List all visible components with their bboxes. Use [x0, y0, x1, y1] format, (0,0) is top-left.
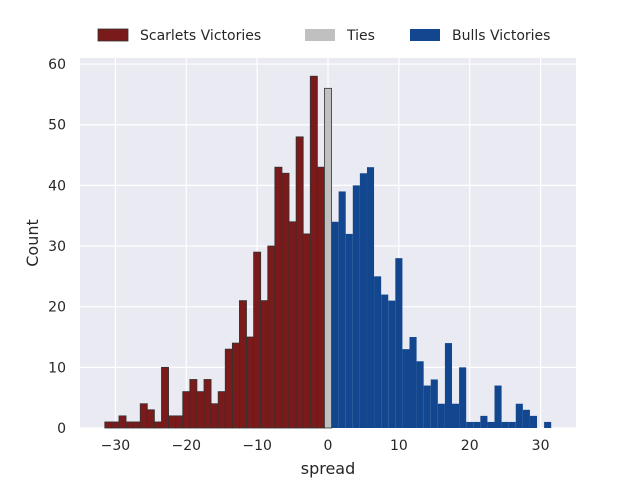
ties-bar — [324, 87, 332, 429]
x-tick-label: 0 — [324, 438, 333, 454]
bulls-victories-bar — [529, 415, 538, 428]
scarlets-victories-bar — [281, 172, 290, 429]
legend-swatch-scarlets-victories — [97, 28, 129, 42]
bulls-victories-bar — [459, 367, 467, 428]
bulls-victories-bar — [473, 421, 481, 428]
scarlets-victories-bar — [168, 415, 177, 429]
bulls-victories-bar — [338, 191, 346, 428]
scarlets-victories-bar — [118, 415, 127, 429]
bulls-victories-bar — [366, 167, 375, 428]
bulls-victories-bar — [345, 233, 353, 428]
scarlets-victories-bar — [196, 391, 205, 429]
x-tick-label: −20 — [172, 438, 202, 454]
bulls-victories-bar — [395, 258, 403, 428]
bars — [104, 75, 552, 429]
bulls-victories-bar — [452, 403, 460, 428]
bulls-victories-bar — [430, 379, 438, 428]
x-tick-label: −10 — [242, 438, 272, 454]
legend-swatch-ties — [305, 29, 335, 41]
scarlets-victories-bar — [288, 221, 297, 429]
scarlets-victories-bar — [153, 421, 162, 429]
bulls-victories-bar — [515, 403, 523, 428]
x-axis-ticks: −30 −20 −10 0 10 20 30 — [101, 438, 550, 454]
bulls-victories-bar — [423, 385, 431, 428]
bulls-victories-bar — [501, 421, 509, 428]
y-tick-label: 60 — [48, 57, 66, 73]
scarlets-victories-bar — [189, 379, 198, 429]
y-axis-label: Count — [23, 219, 42, 267]
y-axis-ticks: 0 10 20 30 40 50 60 — [48, 57, 66, 437]
legend-label-ties: Ties — [346, 28, 375, 44]
scarlets-victories-bar — [161, 366, 169, 429]
bulls-victories-bar — [388, 300, 396, 428]
y-tick-label: 30 — [48, 239, 66, 255]
x-tick-label: −30 — [101, 438, 131, 454]
y-tick-label: 0 — [57, 421, 66, 437]
scarlets-victories-bar — [175, 415, 184, 429]
scarlets-victories-bar — [260, 300, 269, 429]
scarlets-victories-bar — [239, 300, 247, 429]
scarlets-victories-bar — [316, 166, 325, 429]
bulls-victories-bar — [466, 421, 474, 428]
legend-swatch-bulls-victories — [410, 29, 440, 41]
y-tick-label: 20 — [48, 300, 66, 316]
y-tick-label: 40 — [48, 178, 66, 194]
bulls-victories-bar — [522, 409, 530, 428]
bulls-victories-bar — [480, 415, 488, 428]
scarlets-victories-bar — [139, 403, 148, 429]
bulls-victories-bar — [494, 385, 502, 428]
legend-label-scarlets-victories: Scarlets Victories — [140, 28, 261, 44]
scarlets-victories-bar — [295, 136, 304, 429]
legend: Scarlets Victories Ties Bulls Victories — [97, 28, 550, 44]
x-tick-label: 20 — [461, 438, 479, 454]
legend-label-bulls-victories: Bulls Victories — [452, 28, 550, 44]
x-tick-label: 10 — [390, 438, 408, 454]
bulls-victories-bar — [444, 343, 452, 428]
scarlets-victories-bar — [132, 421, 141, 429]
bulls-victories-bar — [409, 337, 417, 428]
scarlets-victories-bar — [224, 348, 233, 429]
y-tick-label: 10 — [48, 360, 66, 376]
bulls-victories-bar — [331, 221, 339, 428]
bulls-victories-bar — [416, 361, 424, 428]
scarlets-victories-bar — [231, 342, 240, 429]
scarlets-victories-bar — [302, 233, 311, 429]
scarlets-victories-bar — [125, 421, 134, 429]
x-axis-label: spread — [301, 459, 356, 478]
bulls-victories-bar — [487, 421, 495, 428]
scarlets-victories-bar — [146, 409, 155, 429]
bulls-victories-bar — [508, 421, 516, 428]
bulls-victories-bar — [374, 276, 382, 428]
bulls-victories-bar — [544, 421, 552, 428]
scarlets-victories-bar — [217, 391, 226, 429]
scarlets-victories-bar — [104, 421, 113, 429]
x-tick-label: 30 — [532, 438, 550, 454]
bulls-victories-bar — [381, 294, 389, 428]
scarlets-victories-bar — [111, 421, 120, 429]
scarlets-victories-bar — [274, 166, 283, 429]
bulls-victories-bar — [437, 403, 445, 428]
scarlets-victories-bar — [246, 336, 254, 429]
bulls-victories-bar — [402, 349, 410, 428]
bulls-victories-bar — [352, 185, 360, 428]
y-tick-label: 50 — [48, 118, 66, 134]
scarlets-victories-bar — [309, 75, 318, 429]
scarlets-victories-bar — [253, 251, 262, 429]
scarlets-victories-bar — [182, 391, 191, 429]
bulls-victories-bar — [359, 173, 367, 428]
scarlets-victories-bar — [210, 403, 219, 429]
scarlets-victories-bar — [267, 245, 276, 429]
scarlets-victories-bar — [203, 379, 212, 429]
